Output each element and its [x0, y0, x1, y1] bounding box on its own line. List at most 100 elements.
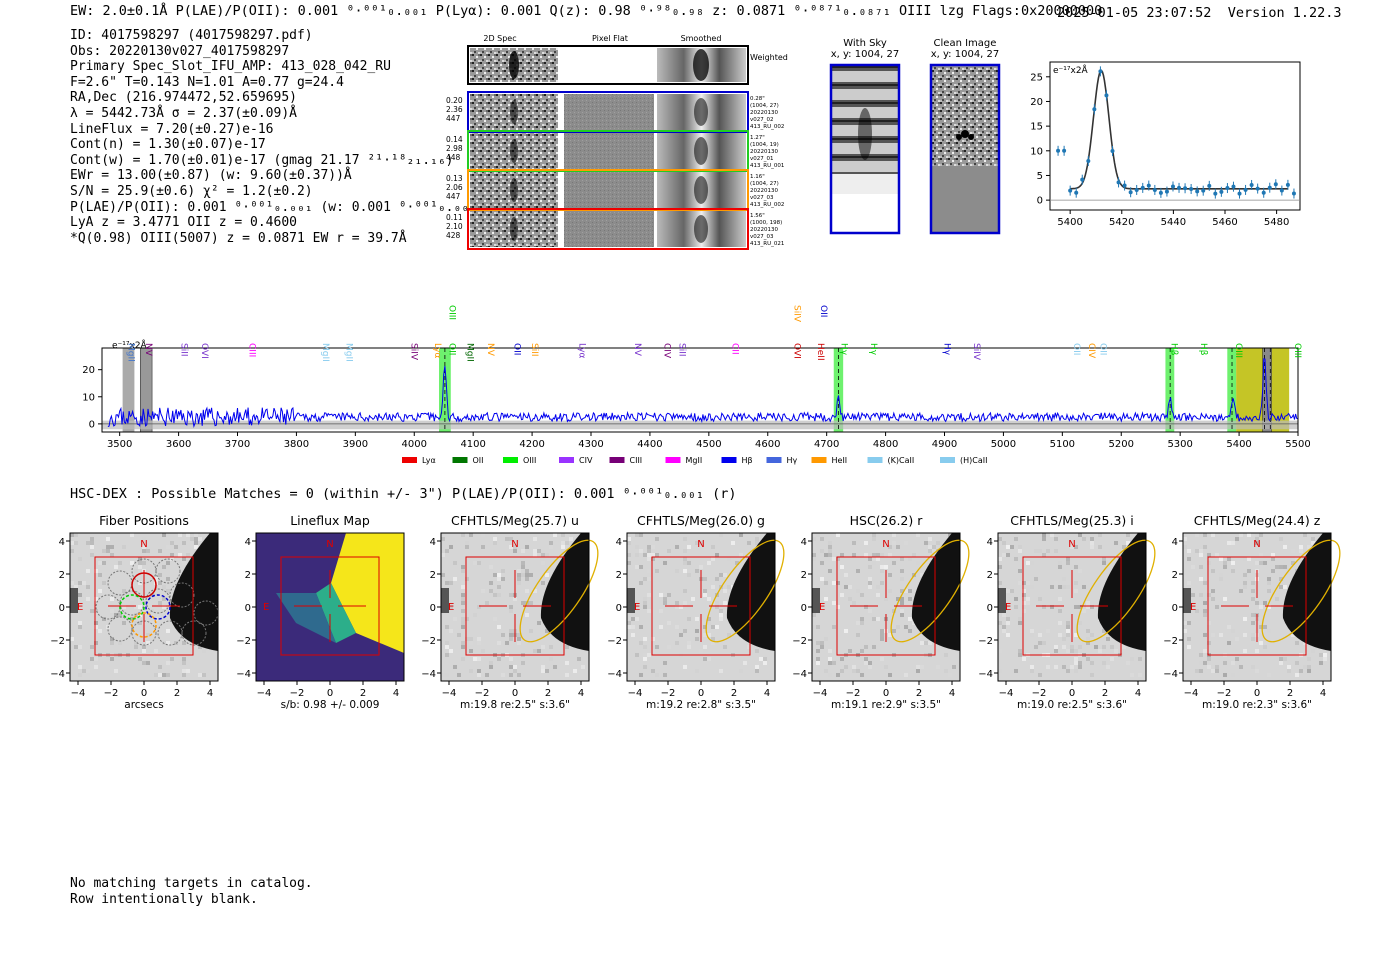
noise-pixel — [521, 549, 525, 553]
noise-pixel — [166, 629, 170, 633]
noise-pixel — [860, 621, 864, 625]
noise-pixel — [695, 617, 699, 621]
noise-pixel — [1126, 661, 1130, 665]
noise-pixel — [1102, 661, 1106, 665]
noise-pixel — [1042, 553, 1046, 557]
aperture-box — [280, 556, 380, 656]
noise-pixel — [1319, 661, 1323, 665]
zoom-xtick-label: 5400 — [1057, 217, 1082, 228]
noise-pixel — [146, 633, 150, 637]
cutout-meta: 1.27" — [750, 135, 765, 141]
zoom-frame — [1049, 61, 1301, 211]
noise-pixel — [441, 673, 445, 677]
noise-pixel — [86, 585, 90, 589]
noise-pixel — [533, 589, 537, 593]
noise-pixel — [549, 545, 553, 549]
noise-pixel — [707, 597, 711, 601]
noise-pixel — [647, 553, 651, 557]
noise-pixel — [904, 613, 908, 617]
zoom-point — [1279, 188, 1284, 193]
noise-pixel — [998, 537, 1002, 541]
legend-label: CIV — [579, 456, 593, 465]
noise-pixel — [445, 673, 449, 677]
noise-pixel — [1307, 669, 1311, 673]
noise-pixel — [1279, 545, 1283, 549]
noise-pixel — [655, 553, 659, 557]
legend-label: OII — [473, 456, 484, 465]
noise-pixel — [711, 641, 715, 645]
zoom-point — [1152, 187, 1157, 192]
noise-pixel — [146, 641, 150, 645]
noise-pixel — [1058, 585, 1062, 589]
noise-pixel — [194, 545, 198, 549]
cutout-stat: 2.06 — [446, 183, 463, 192]
noise-pixel — [1058, 609, 1062, 613]
noise-pixel — [134, 641, 138, 645]
image-ytick-label: 2 — [245, 570, 251, 581]
noise-pixel — [493, 617, 497, 621]
noise-pixel — [1243, 585, 1247, 589]
noise-pixel — [1203, 593, 1207, 597]
noise-pixel — [110, 545, 114, 549]
noise-pixel — [170, 657, 174, 661]
zoom-point — [1110, 148, 1115, 153]
legend-label: Lyα — [422, 456, 436, 465]
noise-pixel — [1203, 609, 1207, 613]
noise-pixel — [998, 621, 1002, 625]
aperture-box — [465, 556, 565, 656]
noise-pixel — [134, 613, 138, 617]
noise-pixel — [182, 669, 186, 673]
noise-pixel — [1022, 589, 1026, 593]
image-xtick-label: 2 — [174, 688, 180, 699]
noise-pixel — [836, 533, 840, 537]
zoom-point — [1146, 183, 1151, 188]
noise-pixel — [1106, 637, 1110, 641]
noise-pixel — [1295, 557, 1299, 561]
noise-pixel — [755, 537, 759, 541]
fiber-circle — [169, 582, 195, 608]
clean-image-coords: x, y: 1004, 27 — [930, 49, 1000, 60]
noise-pixel — [1263, 625, 1267, 629]
noise-pixel — [1203, 601, 1207, 605]
noise-pixel — [465, 541, 469, 545]
noise-pixel — [1066, 585, 1070, 589]
image-panel-plot: N E −4 −4 −2 −2 0 0 2 2 4 4 m:19.0 re:2.3" s:3.6" — [1163, 532, 1341, 710]
noise-pixel — [635, 533, 639, 537]
noise-pixel — [635, 617, 639, 621]
noise-pixel — [90, 657, 94, 661]
noise-pixel — [1195, 549, 1199, 553]
col-label-pixelflat: Pixel Flat — [592, 34, 628, 43]
noise-pixel — [513, 549, 517, 553]
emission-line-label: OII — [447, 343, 457, 355]
image-xtick-label: −4 — [257, 688, 272, 699]
noise-pixel — [517, 581, 521, 585]
noise-pixel — [1058, 565, 1062, 569]
image-xtick-label: 2 — [731, 688, 737, 699]
noise-pixel — [1018, 653, 1022, 657]
noise-pixel — [493, 541, 497, 545]
noise-pixel — [94, 597, 98, 601]
image-xtick-label: 4 — [207, 688, 213, 699]
neighbor-source — [998, 588, 1006, 613]
noise-pixel — [1018, 581, 1022, 585]
info-line: Primary Spec_Slot_IFU_AMP: 413_028_042_R… — [70, 59, 391, 75]
zoom-point — [1062, 148, 1067, 153]
noise-pixel — [162, 673, 166, 677]
noise-pixel — [727, 557, 731, 561]
noise-pixel — [1066, 625, 1070, 629]
cutout-source — [510, 139, 518, 163]
noise-pixel — [545, 553, 549, 557]
hsc-dex-summary: HSC-DEX : Possible Matches = 0 (within +… — [70, 486, 737, 502]
noise-pixel — [541, 581, 545, 585]
noise-pixel — [1299, 545, 1303, 549]
noise-pixel — [170, 557, 174, 561]
noise-pixel — [497, 657, 501, 661]
noise-pixel — [860, 593, 864, 597]
image-caption: m:19.0 re:2.5" s:3.6" — [1017, 699, 1127, 710]
noise-pixel — [683, 569, 687, 573]
noise-pixel — [1303, 533, 1307, 537]
error-band — [102, 420, 1298, 430]
noise-pixel — [900, 597, 904, 601]
noise-pixel — [158, 665, 162, 669]
noise-pixel — [449, 605, 453, 609]
